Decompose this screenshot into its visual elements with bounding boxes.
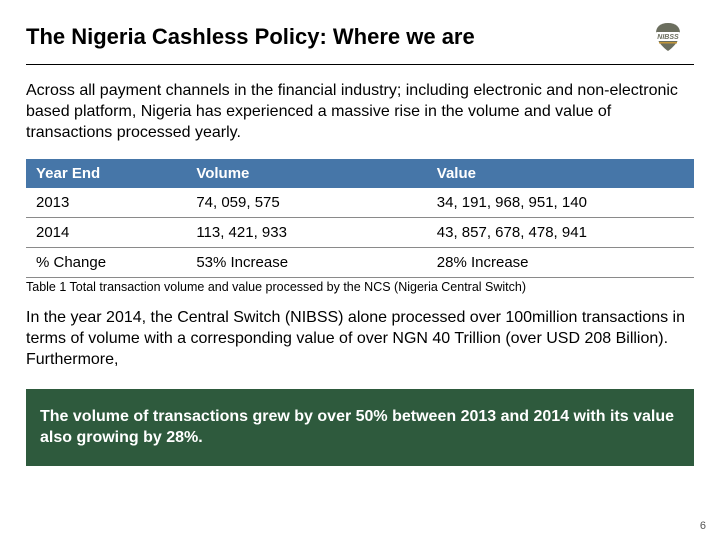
table-row: 2014 113, 421, 933 43, 857, 678, 478, 94… bbox=[26, 218, 694, 248]
after-paragraph: In the year 2014, the Central Switch (NI… bbox=[26, 308, 694, 370]
transactions-table: Year End Volume Value 2013 74, 059, 575 … bbox=[26, 159, 694, 278]
table-row: 2013 74, 059, 575 34, 191, 968, 951, 140 bbox=[26, 188, 694, 218]
table-row: % Change 53% Increase 28% Increase bbox=[26, 248, 694, 278]
cell: 2014 bbox=[26, 218, 186, 248]
svg-text:NIBSS: NIBSS bbox=[657, 34, 679, 41]
table-caption: Table 1 Total transaction volume and val… bbox=[26, 280, 694, 294]
cell: 53% Increase bbox=[186, 248, 426, 278]
slide: The Nigeria Cashless Policy: Where we ar… bbox=[0, 0, 720, 540]
title-row: The Nigeria Cashless Policy: Where we ar… bbox=[26, 22, 694, 52]
cell: 74, 059, 575 bbox=[186, 188, 426, 218]
cell: 113, 421, 933 bbox=[186, 218, 426, 248]
cell: 43, 857, 678, 478, 941 bbox=[427, 218, 694, 248]
th-value: Value bbox=[427, 159, 694, 188]
cell: 34, 191, 968, 951, 140 bbox=[427, 188, 694, 218]
title-rule bbox=[26, 64, 694, 65]
nibss-logo: NIBSS bbox=[642, 22, 694, 52]
intro-paragraph: Across all payment channels in the finan… bbox=[26, 81, 694, 143]
th-year-end: Year End bbox=[26, 159, 186, 188]
highlight-text: The volume of transactions grew by over … bbox=[40, 408, 674, 446]
th-volume: Volume bbox=[186, 159, 426, 188]
table-header-row: Year End Volume Value bbox=[26, 159, 694, 188]
page-title: The Nigeria Cashless Policy: Where we ar… bbox=[26, 24, 475, 50]
page-number: 6 bbox=[700, 520, 706, 532]
highlight-box: The volume of transactions grew by over … bbox=[26, 389, 694, 467]
cell: 28% Increase bbox=[427, 248, 694, 278]
cell: % Change bbox=[26, 248, 186, 278]
cell: 2013 bbox=[26, 188, 186, 218]
